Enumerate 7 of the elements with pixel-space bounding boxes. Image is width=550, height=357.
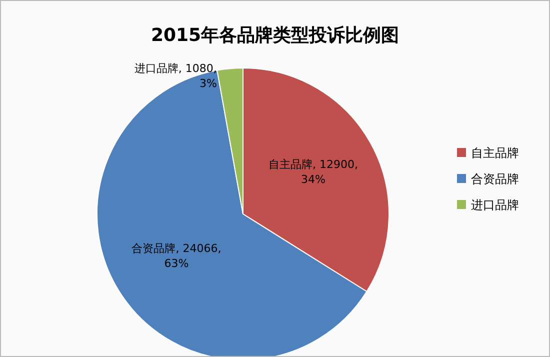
chart-title: 2015年各品牌类型投诉比例图 <box>150 24 400 47</box>
legend-label: 进口品牌 <box>471 196 519 214</box>
legend-label: 自主品牌 <box>471 144 519 162</box>
legend-label: 合资品牌 <box>471 170 519 188</box>
data-label: 进口品牌, 1080, 3% <box>134 62 217 90</box>
data-label: 合资品牌, 24066, 63% <box>132 242 222 270</box>
data-label: 自主品牌, 12900, 34% <box>268 158 358 186</box>
